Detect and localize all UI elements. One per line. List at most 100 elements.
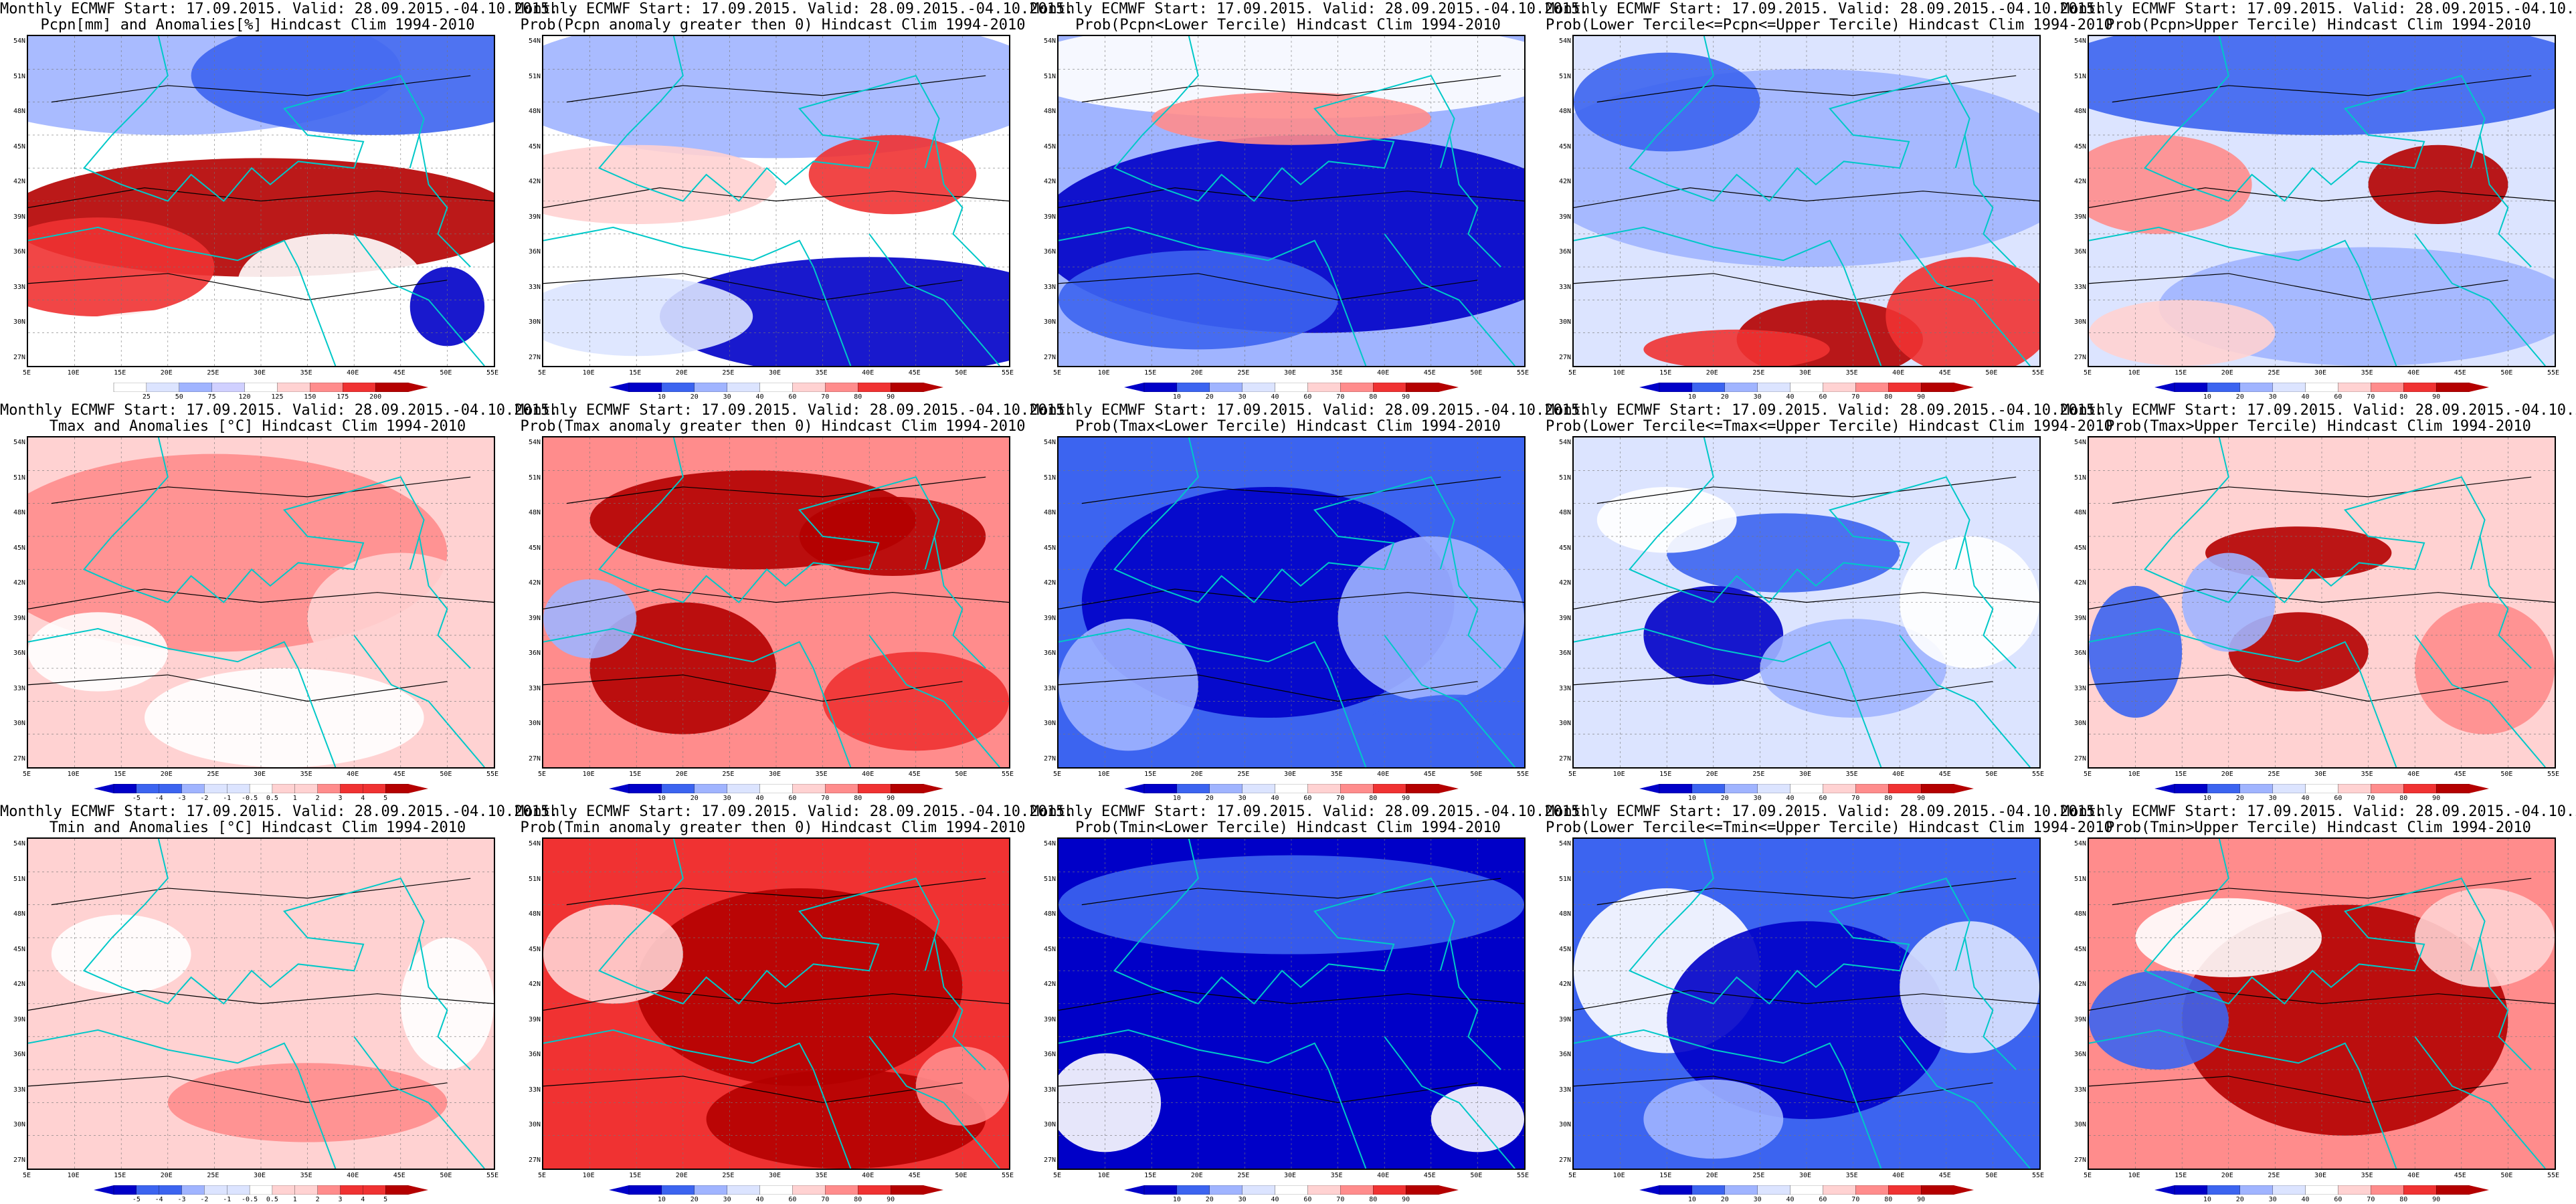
longitude-label: 25E [2268,369,2280,377]
longitude-label: 50E [1470,1172,1483,1179]
longitude-label: 5E [2083,771,2092,778]
scale-swatch [759,784,794,793]
longitude-label: 55E [1516,1172,1530,1179]
longitude-label: 5E [1568,771,1577,778]
coastline [1113,36,1455,202]
scale-swatch [1340,1185,1374,1195]
map-panel: Monthly ECMWF Start: 17.09.2015. Valid: … [2061,0,2576,401]
coastline [1574,1029,1882,1169]
scale-tick-label: 30 [723,795,731,802]
scale-arrow-left [1124,784,1144,793]
longitude-label: 35E [1845,1172,1858,1179]
longitude-label: 15E [114,771,126,778]
scale-tick-label: 90 [1402,393,1410,401]
panel-title-line2: Prob(Lower Tercile<=Tmin<=Upper Tercile)… [1546,819,2113,836]
coastline [543,627,852,767]
scale-swatch [2371,784,2404,793]
latitude-label: 51N [2074,875,2086,883]
longitude-label: 5E [22,1172,31,1179]
coastline [2089,226,2397,366]
scale-arrow-right [1439,1185,1459,1195]
coastline [2089,627,2397,767]
contour-line [1574,674,1993,702]
scale-swatch [2371,1185,2404,1195]
scale-tick-label: -0.5 [242,1196,258,1203]
scale-swatch [858,1185,891,1195]
coastline [2414,1036,2546,1169]
scale-tick-label: 40 [1786,795,1795,802]
contour-line [543,990,1009,1011]
coastline [1059,1029,1367,1169]
scale-tick-label: 10 [1687,795,1696,802]
field-region [1361,694,1524,767]
scale-swatch [136,1185,160,1195]
contour-line [1574,273,1993,301]
coastline [1964,536,2017,669]
scale-swatch [2435,784,2470,793]
longitude-label: 15E [2175,369,2187,377]
longitude-label: 5E [1568,1172,1577,1179]
scale-swatch [272,1185,296,1195]
coastline [418,134,471,268]
contour-line [28,1076,448,1104]
contour-line [1059,273,1478,301]
scale-swatch [1920,784,1954,793]
scale-swatch [2435,1185,2470,1195]
scale-tick-label: -4 [155,795,163,802]
contour-line [28,990,494,1011]
longitude-label: 35E [815,369,828,377]
scale-tick-label: 70 [1336,795,1345,802]
scale-swatch [1373,784,1406,793]
map-field [1059,839,1524,1169]
scale-tick-label: 60 [2334,795,2342,802]
longitude-label: 5E [1568,369,1577,377]
scale-arrow-right [408,784,428,793]
longitude-label: 30E [2314,771,2327,778]
color-scale-bar [609,383,943,392]
scale-tick-label: 10 [657,393,666,401]
longitude-label: 40E [862,771,875,778]
contour-line [1574,187,2039,208]
map-panel: Monthly ECMWF Start: 17.09.2015. Valid: … [1030,803,1588,1204]
latitude-label: 42N [2074,178,2086,186]
contour-line [51,878,471,906]
scale-swatch [204,784,227,793]
contour-line [1059,187,1524,208]
latitude-label: 45N [13,544,25,552]
coastline [933,536,986,669]
latitude-label: 36N [1558,1051,1571,1059]
scale-swatch [385,1185,409,1195]
coastline [933,134,986,268]
latitude-label: 48N [1558,509,1571,517]
contour-line [51,476,471,504]
latitude-label: 30N [2074,1121,2086,1129]
latitude-label: 54N [528,840,541,847]
scale-swatch [792,383,826,392]
latitude-label: 42N [2074,579,2086,587]
scale-swatch [1340,383,1374,392]
scale-tick-label: 60 [1303,1196,1312,1203]
latitude-label: 51N [1558,474,1571,482]
panel-title-line1: Monthly ECMWF Start: 17.09.2015. Valid: … [1030,402,1589,419]
scale-tick-label: 10 [1172,1196,1181,1203]
latitude-label: 54N [1043,439,1056,446]
latitude-label: 39N [1043,1015,1056,1023]
latitude-label: 42N [528,579,541,587]
longitude-label: 30E [2314,369,2327,377]
longitude-label: 35E [300,771,312,778]
latitude-label: 39N [528,1015,541,1023]
contour-line [543,273,963,301]
latitude-label: 27N [1558,1157,1571,1164]
longitude-label: 55E [2547,369,2560,377]
scale-arrow-right [923,784,943,793]
color-scale-bar [609,784,943,793]
scale-swatch [1823,1185,1856,1195]
scale-arrow-left [2154,784,2175,793]
scale-swatch [727,383,761,392]
longitude-label: 45E [1938,369,1951,377]
scale-tick-label: -2 [200,795,209,802]
longitude-label: 10E [67,771,80,778]
scale-arrow-left [2154,1185,2175,1195]
scale-tick-label: 60 [1303,795,1312,802]
latitude-label: 54N [1043,37,1056,45]
